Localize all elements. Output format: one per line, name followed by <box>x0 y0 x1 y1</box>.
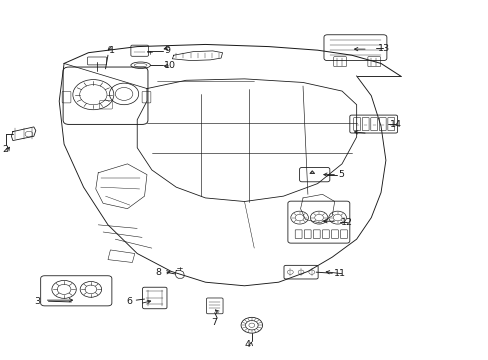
Text: 13: 13 <box>377 44 389 53</box>
Text: 9: 9 <box>164 46 170 55</box>
Text: 14: 14 <box>389 120 401 129</box>
Text: 4: 4 <box>244 341 250 350</box>
Text: 12: 12 <box>340 218 352 227</box>
Text: 10: 10 <box>163 61 176 70</box>
Text: 11: 11 <box>333 269 345 278</box>
Text: 6: 6 <box>126 297 132 306</box>
Text: 1: 1 <box>109 46 115 55</box>
Text: 7: 7 <box>211 318 217 327</box>
Text: 5: 5 <box>338 170 344 179</box>
Text: 3: 3 <box>34 297 40 306</box>
Text: 8: 8 <box>156 268 162 277</box>
Text: 2: 2 <box>2 145 8 154</box>
